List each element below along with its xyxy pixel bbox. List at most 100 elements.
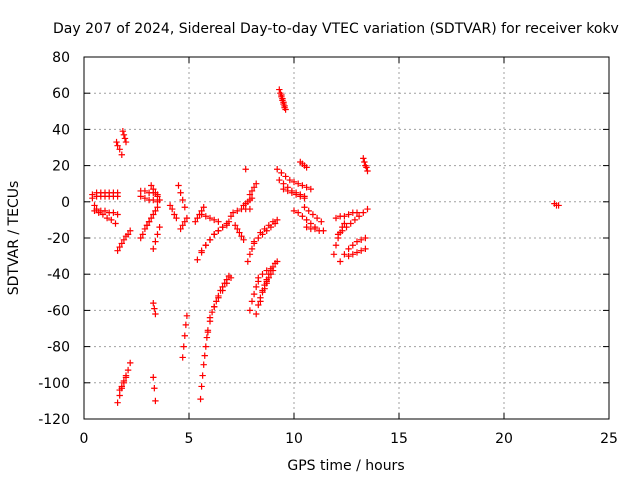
- data-point: [349, 242, 356, 249]
- data-point: [202, 213, 209, 220]
- data-point: [364, 167, 371, 175]
- data-point: [118, 151, 125, 158]
- series-arc-14: [148, 182, 163, 204]
- data-point: [355, 213, 363, 220]
- data-point: [152, 238, 159, 245]
- x-tick-label: 15: [390, 431, 408, 447]
- data-point: [349, 251, 356, 258]
- data-point: [234, 207, 241, 215]
- data-point: [124, 366, 132, 374]
- data-point: [246, 251, 254, 258]
- data-point: [211, 216, 218, 224]
- data-point: [91, 202, 98, 209]
- data-point: [282, 173, 289, 180]
- data-point: [150, 211, 157, 218]
- data-point: [362, 245, 369, 253]
- series-arc-51: [303, 223, 327, 234]
- data-point: [181, 218, 188, 225]
- data-point: [198, 211, 205, 218]
- data-point: [278, 169, 285, 177]
- series-arc-06: [113, 138, 125, 158]
- series-arc-11: [143, 204, 161, 229]
- data-point: [225, 218, 233, 225]
- series-arc-48: [297, 158, 310, 171]
- data-point: [143, 222, 151, 229]
- y-axis-label: SDTVAR / TECUs: [6, 181, 22, 296]
- series-arc-42: [255, 265, 275, 282]
- data-point: [337, 258, 344, 265]
- x-tick-label: 10: [285, 431, 303, 447]
- data-point: [108, 216, 115, 224]
- data-point: [211, 303, 218, 310]
- data-point: [303, 223, 310, 231]
- data-point: [259, 289, 266, 296]
- data-point: [137, 193, 144, 200]
- data-point: [95, 209, 102, 216]
- data-point: [150, 185, 157, 193]
- data-point: [110, 209, 117, 216]
- data-point: [180, 343, 187, 350]
- data-point: [282, 106, 289, 113]
- data-point: [295, 180, 302, 187]
- data-point: [303, 216, 310, 224]
- x-axis-label: GPS time / hours: [287, 458, 404, 474]
- data-point: [103, 214, 111, 222]
- y-tick-label: 20: [52, 159, 70, 175]
- series-arc-33: [242, 166, 249, 173]
- data-point: [555, 202, 562, 209]
- series-arc-01: [89, 189, 121, 198]
- data-point: [200, 361, 207, 368]
- x-tick-label: 5: [185, 431, 194, 447]
- data-point: [288, 189, 296, 196]
- data-point: [119, 128, 127, 135]
- data-point: [206, 236, 214, 244]
- data-point: [345, 245, 352, 253]
- data-point: [121, 135, 129, 142]
- chart-title: Day 207 of 2024, Sidereal Day-to-day VTE…: [53, 21, 619, 37]
- data-point: [297, 193, 304, 200]
- data-point: [148, 214, 155, 222]
- data-point: [320, 227, 327, 234]
- data-point: [201, 352, 208, 359]
- data-point: [141, 225, 149, 233]
- data-point: [301, 204, 308, 211]
- data-point: [248, 298, 256, 305]
- data-point: [112, 220, 119, 227]
- data-point: [362, 234, 369, 242]
- data-point: [179, 196, 186, 204]
- data-point: [246, 205, 254, 213]
- data-point: [263, 267, 270, 274]
- data-point: [89, 194, 96, 202]
- series-arc-23: [198, 211, 222, 225]
- series-arc-20: [177, 214, 191, 233]
- series-arc-04: [91, 207, 119, 227]
- data-point: [313, 214, 321, 222]
- series-arc-15: [150, 223, 163, 253]
- data-point: [177, 225, 184, 233]
- data-point: [267, 271, 275, 278]
- series-arc-53: [334, 205, 371, 238]
- data-point: [116, 392, 123, 399]
- data-point: [118, 240, 125, 247]
- data-point: [290, 178, 298, 186]
- data-point: [198, 247, 205, 254]
- data-point: [353, 209, 361, 216]
- data-point: [265, 222, 272, 229]
- data-point: [148, 182, 155, 189]
- series-arc-47: [280, 185, 308, 202]
- data-point: [276, 86, 283, 93]
- data-point: [307, 220, 314, 227]
- data-point: [227, 213, 235, 220]
- data-point: [276, 176, 283, 184]
- series-arc-57: [360, 155, 371, 175]
- data-point: [246, 191, 254, 198]
- data-point: [141, 187, 149, 195]
- data-point: [120, 377, 128, 385]
- data-point: [248, 187, 256, 195]
- data-point: [345, 211, 352, 218]
- data-point: [259, 271, 266, 278]
- y-tick-label: -120: [38, 412, 70, 428]
- data-point: [263, 280, 270, 287]
- data-point: [202, 343, 209, 350]
